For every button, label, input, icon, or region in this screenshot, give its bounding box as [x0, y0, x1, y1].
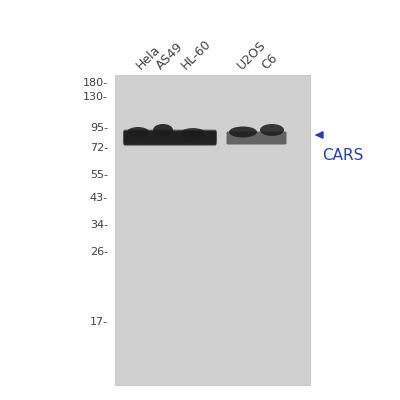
Text: C6: C6: [259, 51, 280, 72]
FancyBboxPatch shape: [124, 130, 216, 142]
Ellipse shape: [181, 128, 205, 138]
Text: 26-: 26-: [90, 247, 108, 257]
Text: HL-60: HL-60: [179, 37, 214, 72]
FancyBboxPatch shape: [124, 132, 216, 144]
Text: Hela: Hela: [134, 43, 163, 72]
Text: 130-: 130-: [83, 92, 108, 102]
Text: AS49: AS49: [154, 40, 186, 72]
Text: 34-: 34-: [90, 220, 108, 230]
Text: 95-: 95-: [90, 123, 108, 133]
Text: 72-: 72-: [90, 143, 108, 153]
Ellipse shape: [229, 126, 257, 138]
Text: 180-: 180-: [83, 78, 108, 88]
Text: 55-: 55-: [90, 170, 108, 180]
FancyBboxPatch shape: [124, 130, 216, 146]
Ellipse shape: [153, 124, 173, 136]
FancyBboxPatch shape: [226, 132, 286, 144]
Bar: [115, 75, 310, 385]
Text: 43-: 43-: [90, 193, 108, 203]
Text: 17-: 17-: [90, 317, 108, 327]
Text: CARS: CARS: [322, 148, 363, 163]
Ellipse shape: [260, 124, 284, 136]
Text: U2OS: U2OS: [235, 38, 269, 72]
Ellipse shape: [127, 127, 149, 137]
